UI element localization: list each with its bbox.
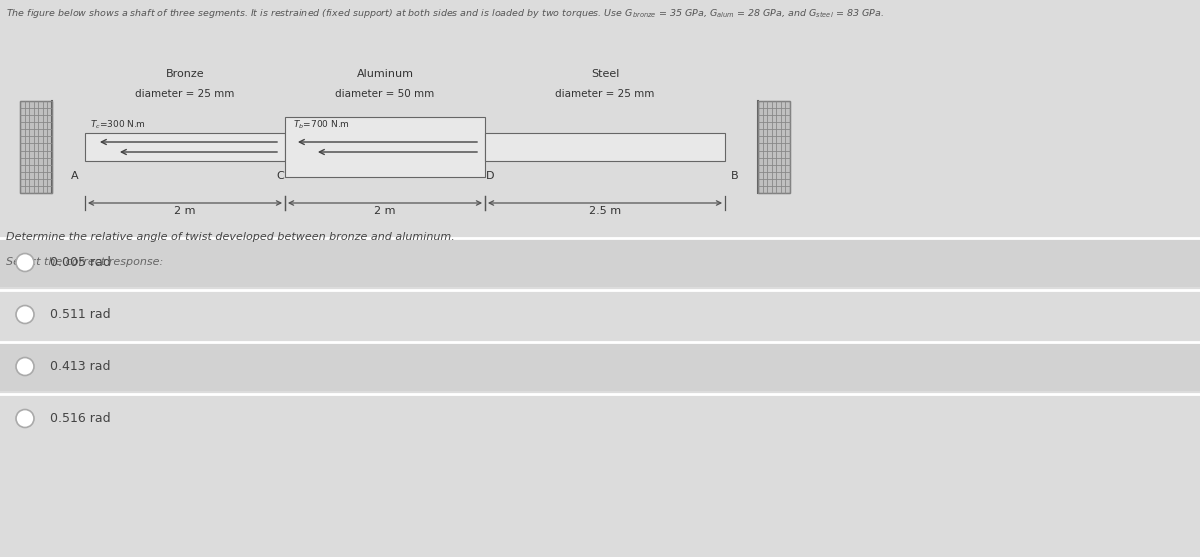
Bar	[286, 117, 485, 177]
Bar	[85, 133, 286, 161]
Bar	[485, 133, 725, 161]
Text: diameter = 25 mm: diameter = 25 mm	[136, 89, 235, 99]
Text: $T_b$=700 N.m: $T_b$=700 N.m	[293, 119, 349, 131]
Text: Determine the relative angle of twist developed between bronze and aluminum.: Determine the relative angle of twist de…	[6, 232, 455, 242]
Circle shape	[16, 358, 34, 375]
Text: diameter = 25 mm: diameter = 25 mm	[556, 89, 655, 99]
Bar	[0, 238, 1200, 287]
Text: D: D	[486, 171, 494, 181]
Text: 2 m: 2 m	[174, 206, 196, 216]
Bar	[0, 290, 1200, 339]
Bar	[758, 101, 790, 193]
Text: C: C	[276, 171, 284, 181]
Text: Aluminum: Aluminum	[356, 69, 414, 79]
Text: 2.5 m: 2.5 m	[589, 206, 622, 216]
Text: 0.005 rad: 0.005 rad	[50, 256, 110, 269]
Bar	[20, 101, 52, 193]
Text: $T_c$=300 N.m: $T_c$=300 N.m	[90, 119, 145, 131]
Text: A: A	[71, 171, 79, 181]
Text: B: B	[731, 171, 739, 181]
Text: 0.511 rad: 0.511 rad	[50, 308, 110, 321]
Circle shape	[16, 409, 34, 428]
Text: The figure below shows a shaft of three segments. It is restrained (fixed suppor: The figure below shows a shaft of three …	[6, 7, 884, 20]
Text: 0.516 rad: 0.516 rad	[50, 412, 110, 425]
Text: Steel: Steel	[590, 69, 619, 79]
Text: 2 m: 2 m	[374, 206, 396, 216]
Bar	[0, 394, 1200, 443]
Text: 0.413 rad: 0.413 rad	[50, 360, 110, 373]
Text: Select the correct response:: Select the correct response:	[6, 257, 163, 267]
Bar	[0, 342, 1200, 391]
Circle shape	[16, 253, 34, 271]
Text: Bronze: Bronze	[166, 69, 204, 79]
Text: diameter = 50 mm: diameter = 50 mm	[335, 89, 434, 99]
Circle shape	[16, 305, 34, 324]
